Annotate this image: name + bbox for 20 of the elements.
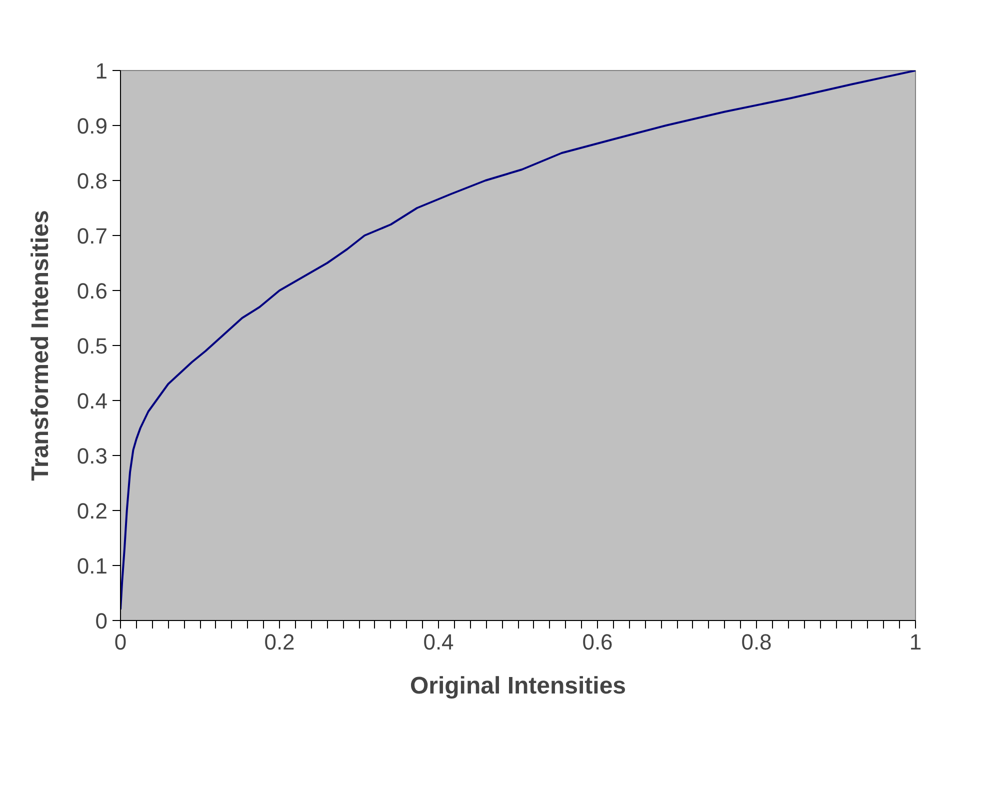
x-tick-label: 0 bbox=[114, 630, 127, 654]
x-tick-label: 0.8 bbox=[741, 630, 772, 654]
x-tick-label: 0.2 bbox=[264, 630, 295, 654]
x-tick-label: 1 bbox=[909, 630, 922, 654]
line-series bbox=[120, 70, 916, 610]
y-tick-label: 0.4 bbox=[76, 388, 108, 414]
y-tick-label: 0.9 bbox=[76, 114, 108, 138]
y-tick-label: 1 bbox=[95, 58, 108, 84]
x-tick-label: 0.6 bbox=[582, 630, 613, 654]
x-tick-label: 0.4 bbox=[423, 630, 454, 654]
y-axis-title: Transformed Intensities bbox=[26, 210, 54, 481]
y-tick-label: 0.8 bbox=[76, 168, 108, 194]
x-axis-title: Original Intensities bbox=[410, 672, 626, 700]
y-tick-label: 0.1 bbox=[76, 554, 108, 578]
y-tick-label: 0.3 bbox=[76, 444, 108, 468]
y-tick-label: 0.2 bbox=[76, 498, 108, 524]
y-tick-label: 0 bbox=[95, 608, 108, 634]
y-tick-label: 0.7 bbox=[76, 224, 108, 248]
y-tick-label: 0.6 bbox=[76, 278, 108, 304]
y-tick-label: 0.5 bbox=[76, 334, 108, 358]
